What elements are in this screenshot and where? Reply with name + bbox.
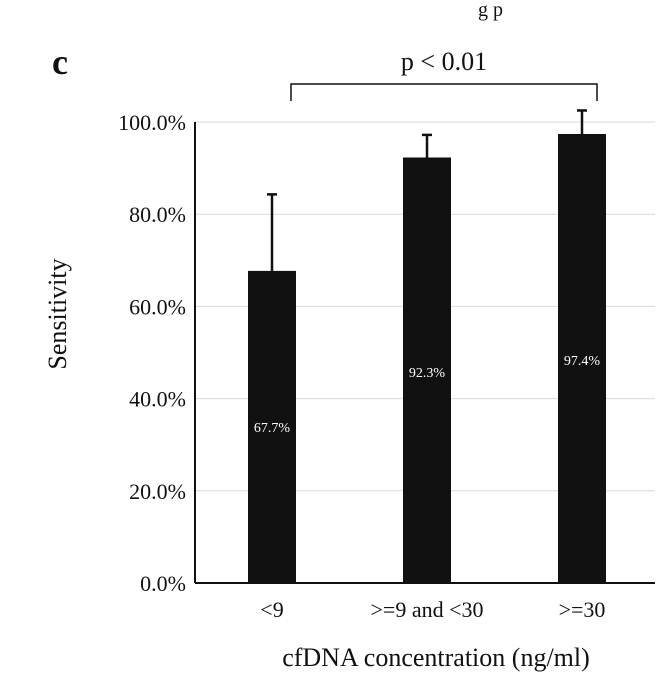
y-tick-label: 100.0%: [118, 110, 186, 135]
y-tick-label: 60.0%: [129, 294, 186, 319]
bar-value-label: 92.3%: [409, 366, 446, 381]
y-tick-label: 0.0%: [140, 571, 186, 596]
bar-value-label: 97.4%: [564, 354, 601, 369]
error-bars: [267, 109, 587, 271]
x-tick-label: >=30: [559, 597, 606, 622]
bar: [248, 270, 296, 583]
y-tick-label: 40.0%: [129, 387, 186, 412]
y-tick-label: 80.0%: [129, 202, 186, 227]
x-tick-label: >=9 and <30: [371, 597, 484, 622]
bar-value-labels: 67.7% 92.3% 97.4%: [254, 354, 601, 436]
significance-bracket: p < 0.01: [290, 47, 598, 101]
x-axis-title: cfDNA concentration (ng/ml): [282, 643, 590, 672]
bars: [248, 133, 606, 583]
y-axis-ticks: 0.0% 20.0% 40.0% 60.0% 80.0% 100.0%: [118, 110, 186, 596]
x-tick-label: <9: [260, 597, 283, 622]
y-axis-title: Sensitivity: [43, 258, 72, 369]
bar-value-label: 67.7%: [254, 421, 291, 436]
y-tick-label: 20.0%: [129, 479, 186, 504]
panel-letter: c: [52, 42, 68, 82]
bar: [558, 133, 606, 583]
bar: [403, 157, 451, 583]
x-axis-categories: <9 >=9 and <30 >=30: [260, 597, 605, 622]
significance-label: p < 0.01: [401, 47, 487, 76]
cropped-top-text: g p: [478, 0, 503, 21]
bracket-line: [290, 83, 598, 101]
